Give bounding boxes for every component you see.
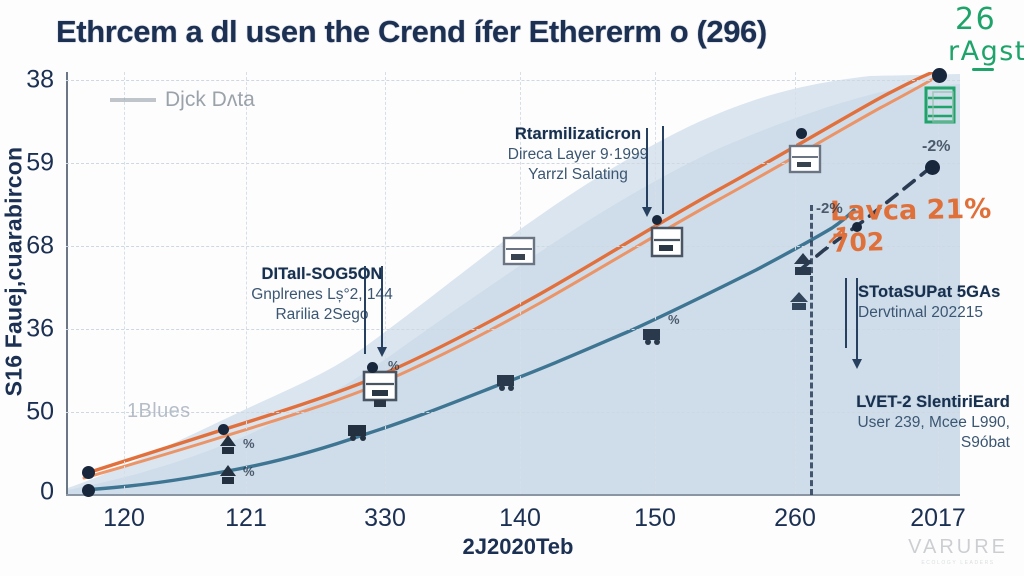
marker-small-icon bbox=[794, 253, 812, 275]
x-axis-title: 2J2020Teb bbox=[462, 534, 574, 559]
legend-dashed-line-icon bbox=[110, 98, 156, 102]
y-tick-label-3: 36 bbox=[26, 314, 54, 343]
data-point-dot bbox=[367, 362, 378, 373]
marker-small-icon bbox=[497, 375, 514, 391]
data-point-dot bbox=[82, 466, 95, 479]
watermark-tagline: ECOLOGY LEADERS bbox=[921, 560, 995, 566]
data-point-dot bbox=[652, 215, 662, 225]
x-tick-label-5: 260 bbox=[774, 504, 816, 532]
annotation-a2-arrow-down bbox=[642, 128, 652, 217]
annotation-a3-arrow-down bbox=[852, 278, 862, 369]
pct-label-2: % bbox=[388, 358, 400, 373]
gridline-h bbox=[66, 329, 960, 330]
data-point-dot bbox=[852, 222, 862, 232]
x-tick-label-1: 121 bbox=[225, 504, 267, 532]
annotation-a1-headline: DITaIl-SOG5ON bbox=[261, 265, 383, 283]
marker-small-icon bbox=[790, 292, 808, 310]
watermark: VARURE ECOLOGY LEADERS bbox=[908, 536, 1008, 566]
marker-box-icon bbox=[362, 370, 398, 407]
chart-title: Ethrcem a dl usen the Crend ífer Etherer… bbox=[56, 14, 767, 49]
handwriting-arrow-icon bbox=[828, 226, 846, 244]
data-point-dot bbox=[932, 68, 947, 83]
annotation-a4-line2: User 239, Mcee L990, bbox=[857, 414, 1010, 432]
annotation-a3-line2: Dervtinʌal 202215 bbox=[858, 304, 983, 322]
x-tick-label-4: 150 bbox=[634, 504, 676, 532]
marker-small-icon bbox=[220, 465, 236, 484]
x-tick-label-2: 330 bbox=[364, 504, 406, 532]
gridline-v bbox=[246, 72, 247, 494]
annotation-a1-line2: Gnplrenes Lș°2, 144 bbox=[251, 286, 393, 304]
marker-small-icon bbox=[643, 329, 660, 345]
pct-label-1: % bbox=[243, 464, 255, 479]
pct-label-5: -2% bbox=[922, 138, 951, 155]
data-point-dot bbox=[82, 484, 95, 497]
annotation-a1: DITaIl-SOG5ON Gnplrenes Lș°2, 144 Rarili… bbox=[232, 264, 412, 325]
gridline-v bbox=[795, 72, 796, 494]
series-dashed-projection bbox=[798, 166, 932, 272]
marker-green-box-icon bbox=[924, 86, 956, 124]
annotation-a4-line3: S9óbat bbox=[960, 433, 1010, 451]
x-tick-label-3: 140 bbox=[499, 504, 541, 532]
pct-label-0: % bbox=[243, 436, 255, 451]
handwriting-26: 26 bbox=[955, 2, 997, 37]
gridline-v bbox=[124, 72, 125, 494]
handwriting-ragst: rAgst bbox=[948, 36, 1024, 67]
marker-box-icon bbox=[650, 226, 684, 258]
x-tick-label-0: 120 bbox=[103, 504, 145, 532]
legend[interactable]: Djck Dʌta bbox=[110, 88, 255, 112]
data-point-dot bbox=[218, 424, 229, 435]
annotation-a2: Rtarmilizaticron Direca Layer 9·1999 Yar… bbox=[498, 124, 658, 185]
data-point-dot bbox=[796, 128, 807, 139]
annotation-a3-bar bbox=[845, 278, 847, 348]
annotation-a2-bar bbox=[662, 126, 664, 214]
y-tick-label-4: 50 bbox=[26, 397, 54, 426]
annotation-a2-line2: Direca Layer 9·1999 bbox=[507, 146, 649, 164]
legend-item-label: Djck Dʌta bbox=[165, 88, 255, 111]
series-orange-lower bbox=[82, 74, 940, 480]
annotation-a1-bar bbox=[364, 266, 366, 354]
y-axis bbox=[66, 72, 68, 496]
gridline-v bbox=[385, 72, 386, 494]
annotation-a4: LVET-2 SlentiriEard User 239, Mcee L990,… bbox=[790, 392, 1010, 453]
data-point-dot-projection-end bbox=[925, 160, 940, 175]
annotation-a2-line3: Yarrzl Salating bbox=[528, 165, 628, 183]
marker-small-icon bbox=[348, 425, 366, 441]
marker-box-icon bbox=[502, 236, 536, 266]
handwriting-underline bbox=[972, 68, 994, 71]
series-band-inner bbox=[68, 84, 960, 494]
annotation-a3: STotaSUPat 5GAs Dervtinʌal 202215 bbox=[858, 282, 1018, 323]
gridline-h bbox=[66, 80, 960, 81]
pct-label-3: % bbox=[668, 312, 680, 327]
y-tick-label-0: 38 bbox=[26, 65, 54, 94]
y-tick-label-1: 59 bbox=[26, 148, 54, 177]
annotation-a3-headline: STotaSUPat 5GAs bbox=[858, 283, 1001, 301]
marker-box-icon bbox=[788, 144, 822, 174]
watermark-name: VARURE bbox=[908, 536, 1008, 558]
y-tick-label-2: 68 bbox=[26, 231, 54, 260]
vertical-divider-dashed bbox=[810, 205, 813, 495]
gridline-v bbox=[520, 72, 521, 494]
gridline-v bbox=[655, 72, 656, 494]
gridline-h bbox=[66, 163, 960, 164]
annotation-a1-arrow-down bbox=[377, 266, 387, 357]
gridline-v bbox=[938, 72, 939, 494]
pct-label-4: -2% bbox=[816, 200, 843, 217]
annotation-a2-headline: Rtarmilizaticron bbox=[514, 125, 642, 143]
y-axis-title: S16 Fauej,cuarabircon bbox=[0, 146, 27, 397]
annotation-a4-headline: LVET-2 SlentiriEard bbox=[856, 393, 1010, 411]
gridline-h bbox=[66, 412, 960, 413]
x-axis bbox=[66, 494, 960, 496]
marker-small-icon bbox=[220, 435, 236, 454]
x-tick-label-6: 2017 bbox=[910, 504, 966, 532]
y-tick-label-5: 0 bbox=[40, 477, 54, 506]
annotation-a1-line3: Rarilia 2Sego bbox=[275, 305, 369, 323]
ghost-label: 1Blues bbox=[127, 400, 191, 422]
